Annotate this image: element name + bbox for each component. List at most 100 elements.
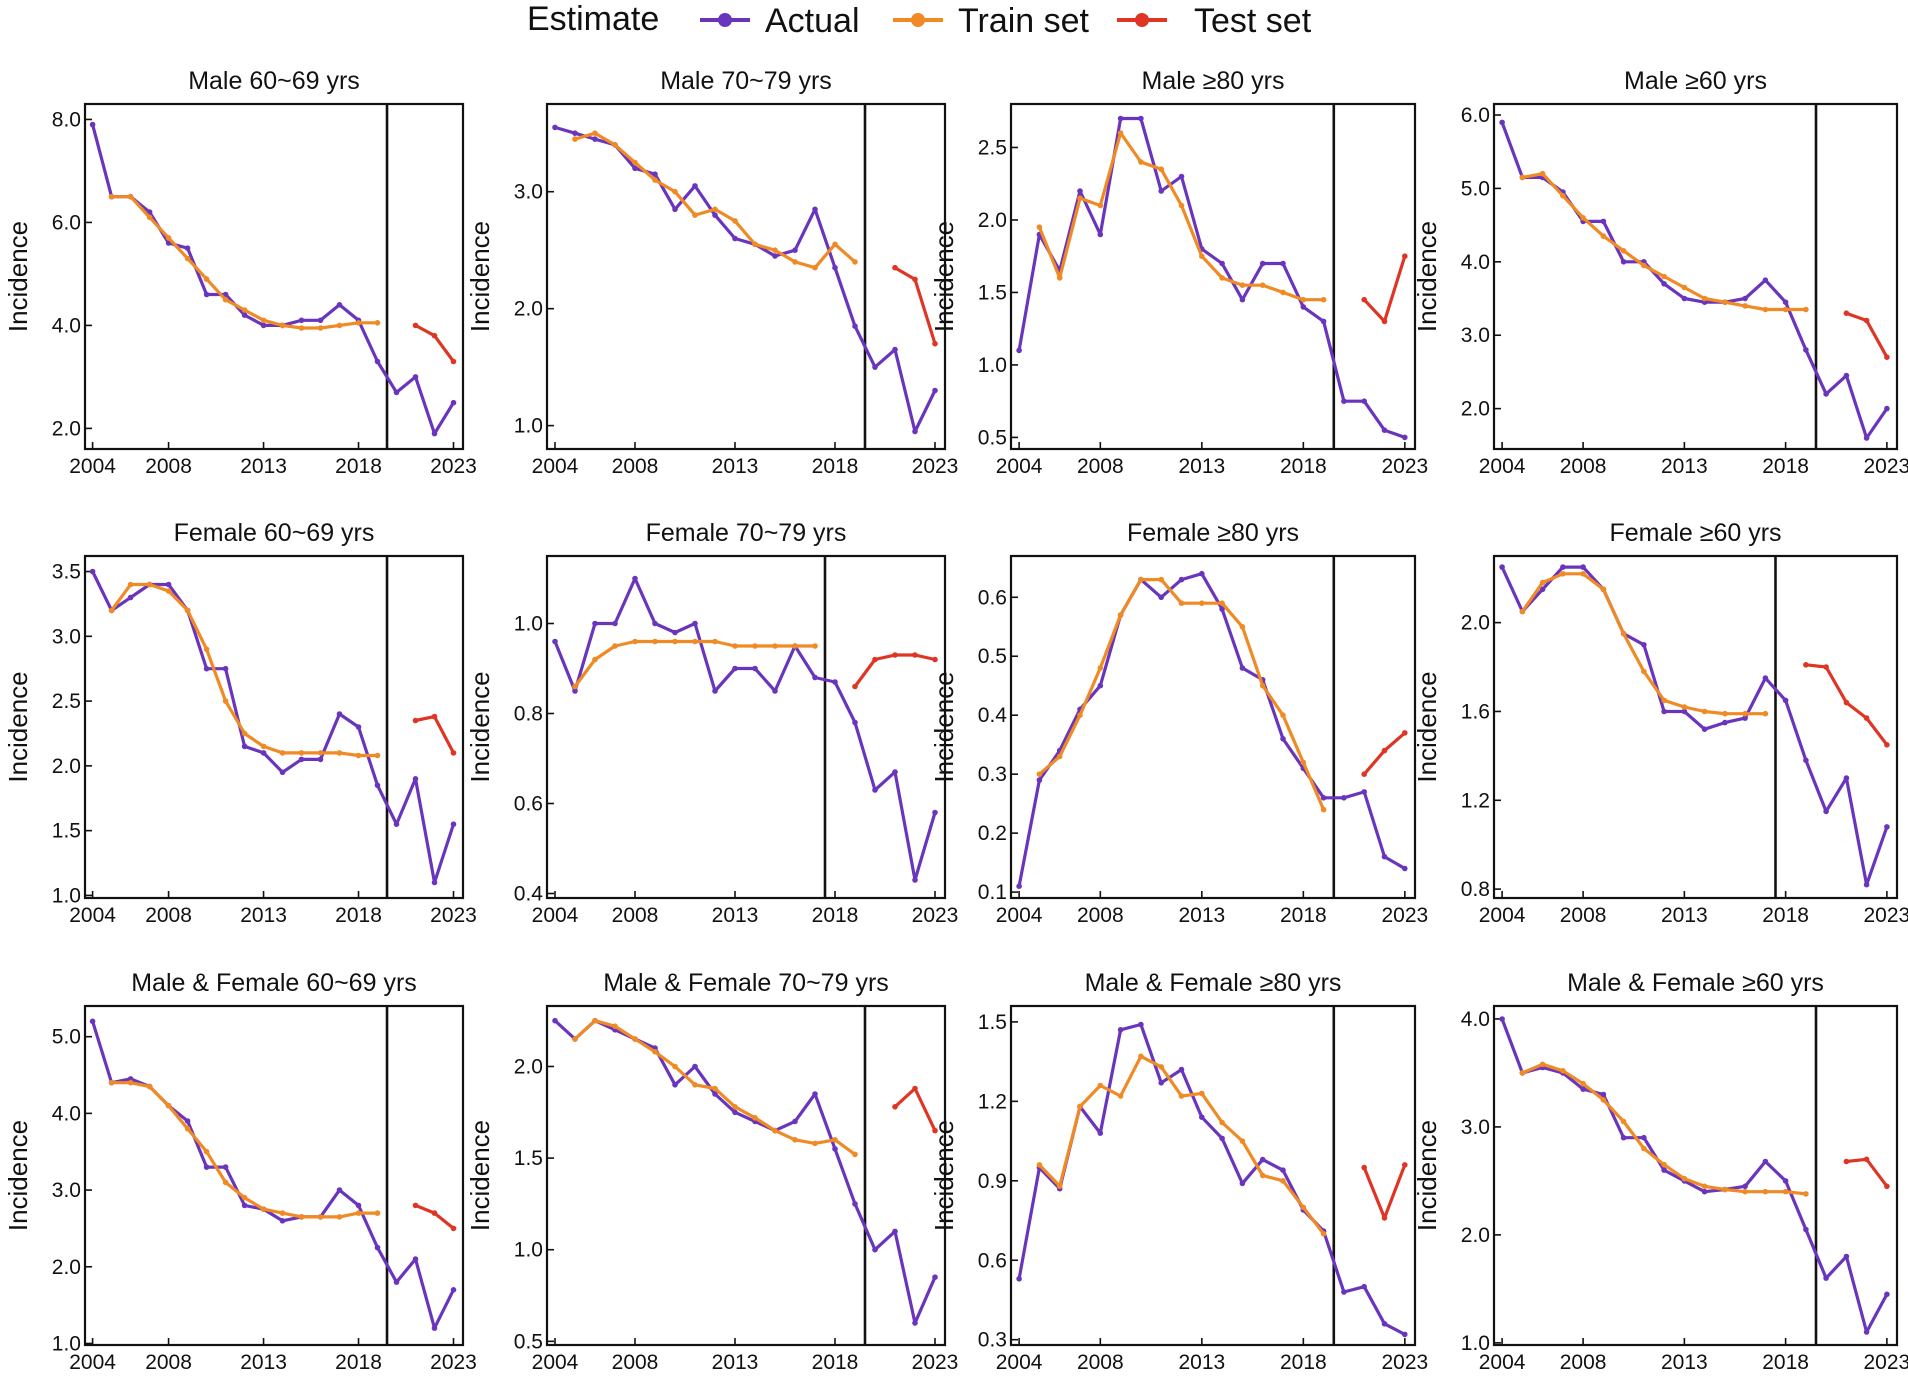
- series-test-set: [852, 652, 938, 690]
- data-point: [1600, 233, 1607, 239]
- data-point: [89, 1018, 96, 1025]
- data-point: [552, 1017, 558, 1024]
- data-point: [732, 665, 738, 672]
- data-point: [1178, 1066, 1185, 1073]
- data-point: [184, 255, 191, 262]
- data-point: [1843, 775, 1850, 781]
- data-point: [184, 1118, 191, 1124]
- y-tick-label: 0.4: [978, 704, 1008, 727]
- data-point: [632, 165, 638, 172]
- data-point: [652, 638, 658, 645]
- data-point: [1641, 642, 1647, 648]
- chart-panel-male-70-79-yrs: Male 70~79 yrs 1.0 2.0 3.0 2004 2008 2013 2018 2…: [465, 67, 958, 478]
- data-point: [1199, 600, 1205, 606]
- legend: Estimate Actual Train set Test set: [527, 0, 1312, 40]
- data-point: [792, 1118, 798, 1125]
- data-point: [672, 206, 678, 213]
- x-tick-label: 2018: [812, 904, 859, 927]
- data-point: [279, 1218, 286, 1224]
- x-tick-label: 2008: [612, 1351, 659, 1374]
- y-tick-label: 0.6: [978, 1249, 1007, 1272]
- data-point: [792, 1137, 798, 1143]
- y-tick-label: 1.5: [978, 1011, 1007, 1034]
- y-tick-label: 2.0: [52, 417, 81, 440]
- legend-label: Test set: [1194, 2, 1312, 40]
- data-point: [572, 136, 578, 142]
- data-point: [1884, 742, 1890, 748]
- y-axis-label: Incidence: [465, 1120, 495, 1231]
- x-tick-label: 2004: [996, 904, 1043, 927]
- series-train-set: [1519, 170, 1809, 313]
- y-tick-label: 1.5: [514, 1147, 543, 1170]
- data-point: [592, 620, 598, 627]
- data-point: [412, 322, 419, 329]
- data-point: [431, 879, 438, 886]
- data-point: [1300, 759, 1307, 766]
- data-point: [336, 1214, 343, 1220]
- x-tick-label: 2004: [532, 904, 579, 927]
- data-point: [241, 312, 248, 318]
- y-tick-label: 5.0: [52, 1026, 81, 1049]
- data-point: [1863, 1329, 1870, 1335]
- data-point: [932, 809, 938, 816]
- series-line-train-set: [1038, 1054, 1325, 1235]
- data-point: [1884, 1183, 1890, 1190]
- data-point: [812, 1091, 818, 1097]
- data-point: [412, 776, 419, 782]
- x-tick-label: 2013: [240, 1351, 287, 1374]
- x-tick-label: 2013: [1661, 1351, 1708, 1374]
- y-tick-label: 2.0: [52, 755, 81, 778]
- data-point: [872, 656, 878, 663]
- data-point: [412, 1256, 419, 1262]
- x-tick-label: 2013: [1661, 904, 1708, 927]
- data-point: [1178, 600, 1185, 606]
- data-point: [752, 241, 758, 248]
- data-point: [1539, 1061, 1546, 1068]
- data-point: [1178, 1093, 1185, 1099]
- data-point: [374, 782, 381, 789]
- data-point: [852, 683, 858, 690]
- data-point: [1863, 881, 1870, 888]
- data-point: [1600, 1091, 1607, 1098]
- data-point: [652, 171, 658, 177]
- data-point: [772, 688, 778, 694]
- data-point: [1701, 1188, 1708, 1195]
- series-test-set: [412, 713, 457, 756]
- data-point: [1117, 612, 1124, 618]
- data-point: [431, 332, 438, 339]
- data-point: [1863, 435, 1870, 441]
- series-line-actual: [1500, 565, 1889, 887]
- series-test-set: [892, 1085, 938, 1134]
- data-point: [1580, 215, 1586, 221]
- data-point: [652, 177, 658, 183]
- data-point: [184, 1125, 191, 1132]
- data-point: [1600, 218, 1607, 225]
- data-point: [1843, 372, 1850, 379]
- series-train-set: [572, 130, 858, 271]
- data-point: [852, 323, 858, 330]
- data-point: [412, 374, 419, 380]
- data-point: [1782, 299, 1789, 306]
- x-tick-label: 2023: [1381, 455, 1428, 478]
- y-tick-label: 1.0: [52, 884, 81, 907]
- data-point: [892, 264, 898, 271]
- data-point: [317, 750, 324, 756]
- data-point: [1138, 159, 1144, 165]
- series-train-set: [1519, 571, 1769, 717]
- data-point: [1722, 719, 1728, 726]
- data-point: [1661, 1161, 1667, 1168]
- y-tick-label: 2.0: [1461, 612, 1490, 635]
- data-point: [355, 1202, 362, 1209]
- series-line-actual: [91, 1020, 455, 1330]
- plot-frame: [1009, 1004, 1417, 1347]
- data-point: [1681, 704, 1688, 710]
- series-actual: [1016, 1021, 1408, 1338]
- data-point: [1239, 282, 1246, 289]
- data-point: [712, 688, 718, 694]
- data-point: [872, 787, 878, 793]
- y-tick-label: 1.2: [978, 1090, 1007, 1113]
- data-point: [1036, 224, 1043, 230]
- data-point: [89, 121, 96, 128]
- data-point: [1097, 682, 1104, 689]
